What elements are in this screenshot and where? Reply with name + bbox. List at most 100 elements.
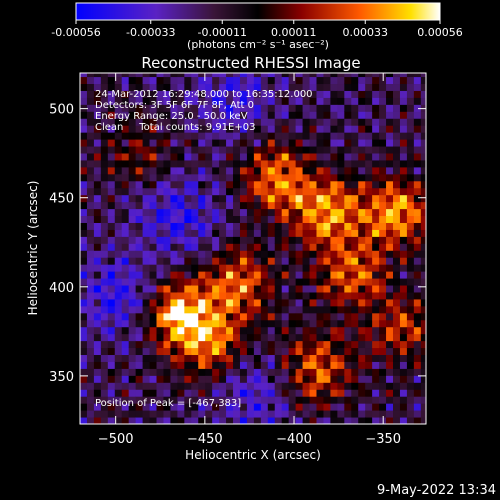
heatmap-cell	[80, 125, 88, 133]
heatmap-cell	[212, 166, 220, 175]
heatmap-cell	[93, 194, 102, 203]
heatmap-cell	[121, 104, 130, 112]
heatmap-cell	[212, 368, 220, 376]
heatmap-cell	[344, 389, 352, 397]
heatmap-cell	[170, 312, 178, 321]
heatmap-cell	[379, 125, 387, 133]
heatmap-cell	[226, 257, 234, 265]
heatmap-cell	[386, 257, 394, 265]
heatmap-cell	[316, 326, 324, 335]
heatmap-cell	[170, 166, 178, 175]
heatmap-cell	[337, 361, 345, 369]
heatmap-cell	[386, 417, 394, 425]
heatmap-cell	[267, 166, 276, 175]
heatmap-cell	[233, 222, 241, 230]
heatmap-cell	[233, 132, 241, 140]
heatmap-cell	[323, 118, 331, 126]
heatmap-cell	[337, 403, 345, 411]
heatmap-cell	[128, 201, 137, 210]
heatmap-cell	[372, 347, 380, 356]
heatmap-cell	[205, 152, 213, 161]
heatmap-cell	[288, 368, 297, 376]
heatmap-cell	[379, 118, 387, 126]
heatmap-cell	[379, 236, 387, 244]
heatmap-cell	[351, 305, 359, 314]
heatmap-cell	[219, 187, 227, 196]
heatmap-cell	[295, 132, 304, 140]
heatmap-cell	[121, 361, 130, 369]
heatmap-cell	[156, 208, 164, 217]
heatmap-cell	[379, 375, 387, 383]
heatmap-cell	[358, 146, 366, 154]
heatmap-cell	[142, 111, 151, 119]
heatmap-cell	[288, 291, 297, 300]
heatmap-cell	[212, 125, 220, 133]
heatmap-cell	[393, 97, 401, 105]
heatmap-cell	[198, 201, 206, 210]
heatmap-cell	[344, 312, 352, 321]
heatmap-cell	[372, 73, 380, 78]
heatmap-cell	[128, 194, 137, 203]
heatmap-cell	[80, 243, 88, 251]
heatmap-cell	[184, 291, 192, 300]
heatmap-cell	[267, 215, 276, 223]
heatmap-cell	[386, 396, 394, 404]
heatmap-cell	[100, 361, 109, 369]
heatmap-cell	[386, 97, 394, 105]
heatmap-cell	[337, 243, 345, 251]
heatmap-cell	[406, 298, 415, 307]
heatmap-cell	[399, 285, 408, 293]
heatmap-cell	[344, 410, 352, 418]
heatmap-cell	[281, 375, 290, 383]
heatmap-cell	[406, 305, 415, 314]
heatmap-cell	[253, 278, 262, 286]
heatmap-cell	[420, 222, 427, 230]
heatmap-cell	[170, 111, 178, 119]
heatmap-cell	[107, 125, 116, 133]
heatmap-cell	[149, 201, 158, 210]
heatmap-cell	[295, 76, 304, 85]
heatmap-cell	[365, 410, 373, 418]
heatmap-cell	[212, 305, 220, 314]
heatmap-cell	[170, 152, 178, 161]
heatmap-cell	[393, 243, 401, 251]
heatmap-cell	[135, 410, 144, 418]
heatmap-cell	[170, 208, 178, 217]
heatmap-cell	[177, 319, 185, 328]
heatmap-cell	[107, 104, 116, 112]
heatmap-cell	[107, 73, 116, 78]
heatmap-cell	[399, 305, 408, 314]
heatmap-cell	[309, 410, 317, 418]
heatmap-cell	[233, 250, 241, 258]
heatmap-cell	[212, 76, 220, 85]
heatmap-cell	[205, 354, 213, 362]
heatmap-cell	[413, 236, 422, 244]
heatmap-cell	[309, 319, 317, 328]
heatmap-cell	[358, 104, 366, 112]
heatmap-cell	[302, 146, 311, 154]
heatmap-cell	[274, 118, 283, 126]
heatmap-cell	[281, 403, 290, 411]
heatmap-cell	[302, 132, 311, 140]
heatmap-cell	[302, 291, 311, 300]
heatmap-cell	[163, 417, 171, 425]
heatmap-cell	[114, 146, 123, 154]
heatmap-cell	[274, 194, 283, 203]
heatmap-cell	[316, 90, 324, 98]
heatmap-cell	[295, 83, 304, 91]
heatmap-cell	[184, 180, 192, 189]
heatmap-cell	[253, 229, 262, 237]
heatmap-cell	[330, 298, 338, 307]
heatmap-cell	[372, 125, 380, 133]
heatmap-cell	[226, 236, 234, 244]
heatmap-cell	[393, 187, 401, 196]
heatmap-cell	[239, 229, 248, 237]
heatmap-cell	[351, 166, 359, 175]
heatmap-cell	[212, 187, 220, 196]
heatmap-cell	[100, 368, 109, 376]
heatmap-cell	[246, 319, 255, 328]
heatmap-cell	[239, 83, 248, 91]
heatmap-cell	[316, 139, 324, 147]
heatmap-cell	[365, 180, 373, 189]
heatmap-cell	[420, 180, 427, 189]
